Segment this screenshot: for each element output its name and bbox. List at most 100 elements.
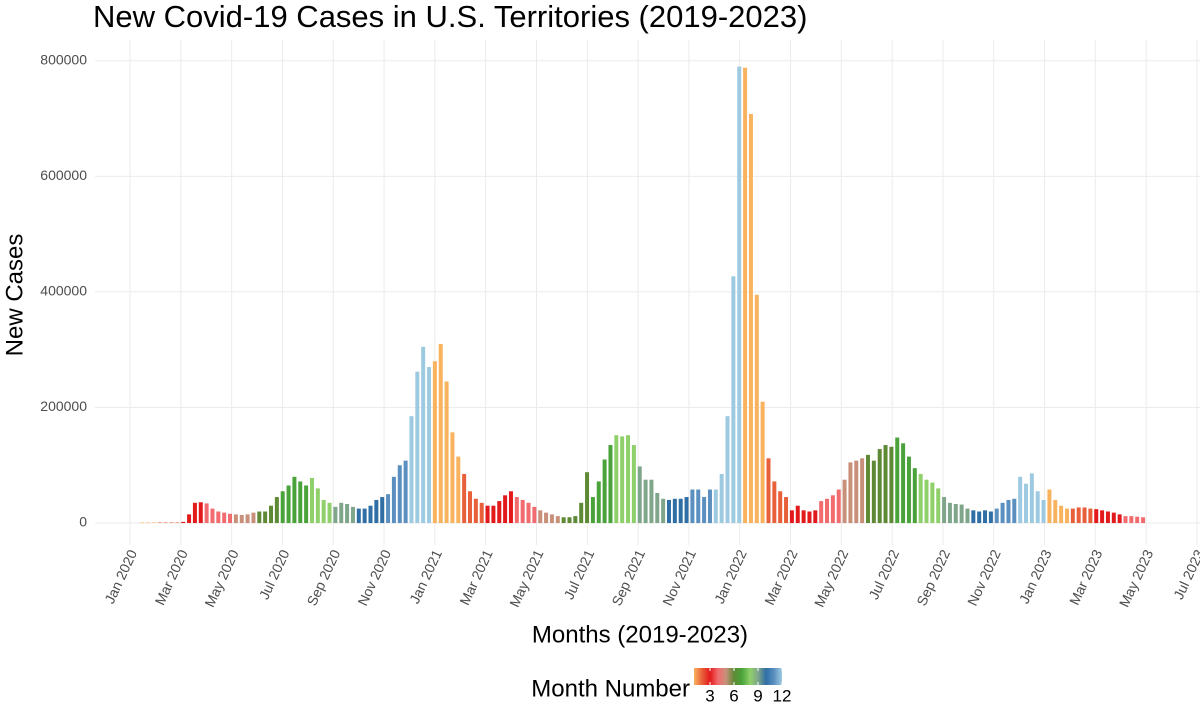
x-tick-label: Jul 2022	[865, 547, 902, 602]
bar	[309, 477, 314, 524]
bar	[971, 510, 976, 524]
bar	[438, 343, 443, 524]
bar	[795, 505, 800, 524]
bar	[661, 498, 666, 524]
bar	[555, 516, 560, 524]
bar	[198, 502, 203, 524]
y-tick-label: 400000	[40, 283, 87, 299]
bar	[169, 522, 174, 524]
bar	[233, 514, 238, 524]
bar	[930, 482, 935, 524]
bar	[947, 502, 952, 524]
legend-title: Month Number	[531, 675, 690, 702]
bar	[643, 479, 648, 524]
bar	[473, 498, 478, 524]
bar	[743, 67, 748, 524]
bar	[1000, 502, 1005, 524]
bar	[503, 495, 508, 524]
bar	[620, 436, 625, 524]
bar	[421, 346, 426, 524]
bar	[391, 476, 396, 524]
y-tick-label: 800000	[40, 52, 87, 68]
bar	[1123, 516, 1128, 524]
legend-tick-label: 12	[773, 686, 792, 705]
bar	[1059, 505, 1064, 524]
bar	[1117, 514, 1122, 524]
bar	[567, 517, 572, 524]
bar	[321, 499, 326, 524]
x-tick-label: May 2022	[811, 547, 852, 610]
x-tick-label: Mar 2022	[761, 547, 801, 608]
bar	[579, 502, 584, 524]
x-tick-label: Sep 2020	[304, 547, 344, 608]
bar	[1053, 499, 1058, 524]
bar	[444, 381, 449, 524]
bar	[942, 497, 947, 524]
bar	[819, 501, 824, 524]
bar	[269, 505, 274, 524]
bar	[901, 443, 906, 524]
bar	[883, 445, 888, 524]
bar	[813, 510, 818, 524]
bar	[830, 495, 835, 524]
bar	[450, 432, 455, 524]
bar	[807, 511, 812, 524]
bar	[181, 521, 186, 524]
bar	[666, 499, 671, 524]
legend-tick-label: 9	[753, 686, 762, 705]
bar	[1041, 499, 1046, 524]
bar	[854, 460, 859, 524]
bar	[216, 511, 221, 524]
bar	[427, 367, 432, 524]
bar	[918, 473, 923, 524]
x-tick-label: Jan 2022	[711, 547, 750, 606]
x-tick-label: Nov 2022	[964, 547, 1004, 608]
bar	[456, 456, 461, 524]
bar	[1012, 498, 1017, 524]
bar	[280, 491, 285, 524]
bar	[608, 445, 613, 524]
bar	[737, 66, 742, 524]
bar	[760, 401, 765, 524]
bar	[1024, 483, 1029, 524]
bar	[731, 276, 736, 524]
bar	[257, 511, 262, 524]
bar	[725, 416, 730, 524]
bar	[339, 502, 344, 524]
bar	[953, 503, 958, 524]
x-tick-label: Jul 2023	[1170, 547, 1200, 602]
bar	[315, 488, 320, 524]
bar	[602, 459, 607, 524]
bar	[491, 505, 496, 524]
bar	[789, 510, 794, 524]
x-tick-label: Jul 2020	[256, 547, 293, 602]
bar	[877, 449, 882, 524]
bar	[959, 504, 964, 524]
bar	[397, 465, 402, 524]
bar	[1088, 508, 1093, 524]
bar	[713, 489, 718, 524]
bar	[432, 361, 437, 524]
bar	[298, 481, 303, 524]
bar	[637, 466, 642, 524]
bar	[286, 485, 291, 524]
y-tick-label: 600000	[40, 167, 87, 183]
x-tick-label: Nov 2021	[659, 547, 699, 608]
bar	[508, 491, 513, 524]
bar	[573, 516, 578, 524]
bar	[784, 497, 789, 524]
x-axis-label: Months (2019-2023)	[532, 621, 748, 648]
bar	[906, 456, 911, 524]
bar	[532, 506, 537, 524]
bar	[1064, 508, 1069, 524]
bar	[251, 512, 256, 524]
bar	[707, 489, 712, 524]
bar	[825, 498, 830, 524]
bar	[467, 491, 472, 524]
bar	[292, 476, 297, 524]
chart-title: New Covid-19 Cases in U.S. Territories (…	[93, 0, 807, 34]
bar	[151, 522, 156, 524]
bar	[146, 522, 151, 524]
bar	[754, 294, 759, 524]
